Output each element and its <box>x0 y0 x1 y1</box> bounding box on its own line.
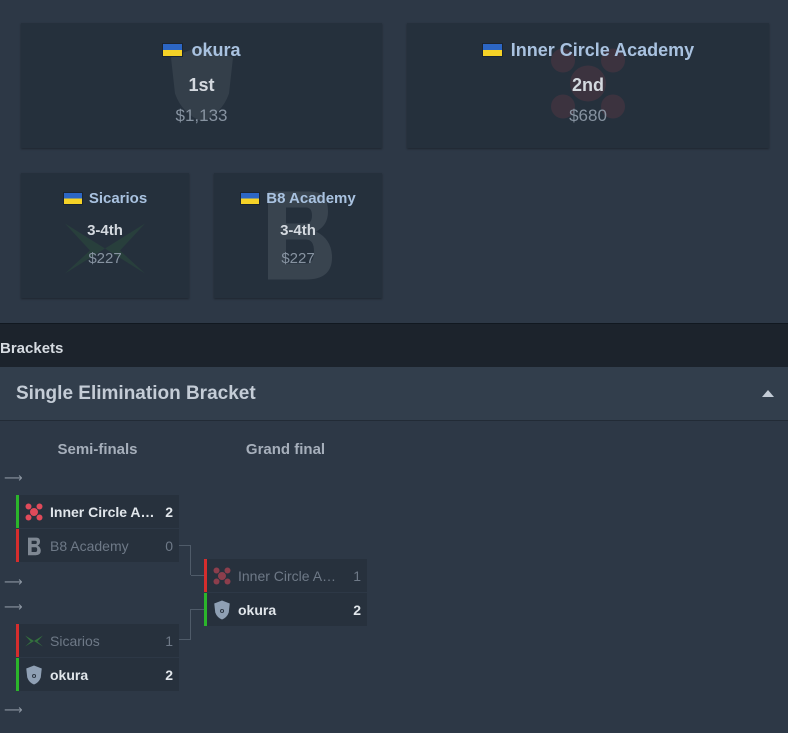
bracket-header[interactable]: Single Elimination Bracket <box>0 367 788 421</box>
place-label: 3-4th <box>280 222 316 239</box>
bracket-title: Single Elimination Bracket <box>16 383 256 404</box>
prize-amount: $680 <box>569 106 607 125</box>
placement-card-third-b: B8 Academy 3-4th $227 <box>214 173 382 298</box>
team-link[interactable]: Inner Circle Academy <box>510 39 695 60</box>
place-label: 2nd <box>571 75 604 95</box>
round-title-grand-final: Grand final <box>245 441 326 458</box>
team-score: 2 <box>353 601 361 618</box>
round-title-semifinals: Semi-finals <box>57 441 138 458</box>
prize-amount: $227 <box>281 250 315 267</box>
match-slot[interactable]: Inner Circle Aca... 1 <box>204 559 367 592</box>
team-name[interactable]: B8 Academy <box>50 537 129 554</box>
b8-logo-icon <box>24 536 44 556</box>
bracket-area: Semi-finals Grand final ⟶ ⟶ ⟶ ⟶ Inner Ci… <box>0 421 788 733</box>
arrow-right-icon: ⟶ <box>4 702 23 717</box>
bracket-connector <box>191 575 204 576</box>
ukraine-flag-icon <box>62 191 83 205</box>
place-label: 3-4th <box>87 222 123 239</box>
sicarios-logo-icon <box>60 218 150 283</box>
inner-circle-logo-icon <box>212 566 232 586</box>
collapse-caret-icon[interactable] <box>762 390 774 397</box>
placement-card-second: Inner Circle Academy 2nd $680 <box>407 23 769 148</box>
inner-circle-logo-icon <box>543 38 633 133</box>
team-link[interactable]: Sicarios <box>88 189 148 207</box>
ukraine-flag-icon <box>162 43 184 57</box>
match-slot[interactable]: Inner Circle Ac... 2 <box>16 495 179 528</box>
team-name[interactable]: okura <box>238 601 277 618</box>
match-slot[interactable]: B8 Academy 0 <box>16 529 179 562</box>
team-name[interactable]: Sicarios <box>50 632 100 649</box>
prize-amount: $1,133 <box>175 106 228 125</box>
ukraine-flag-icon <box>481 43 503 57</box>
b8-logo-icon <box>258 183 338 288</box>
bracket-connector <box>179 545 191 575</box>
placements-section: okura 1st $1,133 Inner Circle Academy 2n… <box>0 0 788 323</box>
team-score: 2 <box>165 666 173 683</box>
match-slot[interactable]: o okura 2 <box>204 593 367 626</box>
placement-card-first: okura 1st $1,133 <box>21 23 382 148</box>
svg-text:o: o <box>32 671 37 680</box>
team-name[interactable]: Inner Circle Ac... <box>50 503 155 520</box>
team-link[interactable]: okura <box>191 39 241 60</box>
place-label: 1st <box>188 75 215 95</box>
team-score: 2 <box>165 503 173 520</box>
brackets-section-bar: Brackets <box>0 323 788 367</box>
arrow-right-icon: ⟶ <box>4 574 23 589</box>
svg-text:o: o <box>220 606 225 615</box>
arrow-right-icon: ⟶ <box>4 599 23 614</box>
bracket-connector <box>191 609 204 610</box>
ukraine-flag-icon <box>240 191 261 205</box>
arrow-right-icon: ⟶ <box>4 470 23 485</box>
okura-logo-icon: o <box>24 665 44 685</box>
team-score: 0 <box>165 537 173 554</box>
team-name[interactable]: okura <box>50 666 89 683</box>
team-name[interactable]: Inner Circle Aca... <box>238 567 343 584</box>
okura-logo-icon: o <box>212 600 232 620</box>
team-score: 1 <box>353 567 361 584</box>
match-slot[interactable]: o okura 2 <box>16 658 179 691</box>
okura-logo-icon <box>167 43 237 128</box>
placement-card-third-a: Sicarios 3-4th $227 <box>21 173 189 298</box>
sicarios-logo-icon <box>24 631 44 651</box>
team-link[interactable]: B8 Academy <box>266 189 356 207</box>
match-slot[interactable]: Sicarios 1 <box>16 624 179 657</box>
bracket-connector <box>179 609 191 640</box>
team-score: 1 <box>165 632 173 649</box>
inner-circle-logo-icon <box>24 502 44 522</box>
brackets-heading: Brackets <box>0 340 64 357</box>
prize-amount: $227 <box>88 250 122 267</box>
